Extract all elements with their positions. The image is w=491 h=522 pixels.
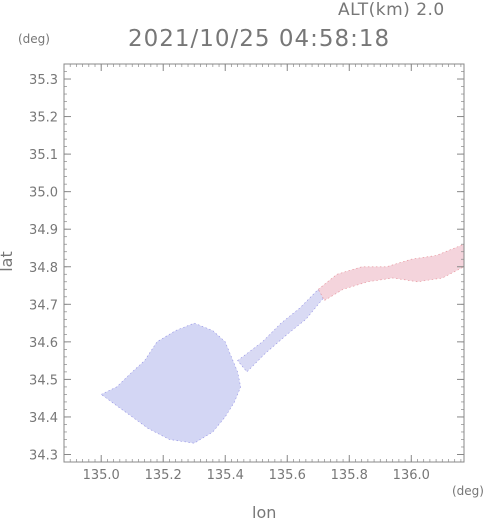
y-tick-label: 34.6: [29, 336, 58, 351]
plot-frame: [63, 63, 465, 463]
y-tick-label: 35.0: [29, 186, 58, 201]
x-tick-label: 135.2: [145, 468, 182, 483]
y-tick-label: 34.5: [29, 373, 58, 388]
timestamp: 2021/10/25 04:58:18: [128, 26, 391, 52]
x-tick-label: 135.0: [83, 468, 120, 483]
lon-unit-label: (deg): [452, 484, 484, 498]
y-tick-label: 34.4: [29, 411, 58, 426]
y-tick-label: 35.3: [29, 73, 58, 88]
y-tick-label: 34.9: [29, 223, 58, 238]
altitude-label: ALT(km) 2.0: [338, 0, 445, 20]
x-tick-label: 135.4: [207, 468, 244, 483]
x-tick-label: 136.0: [393, 468, 430, 483]
y-tick-label: 35.2: [29, 111, 58, 126]
y-tick-label: 34.8: [29, 261, 58, 276]
lat-unit-label: (deg): [18, 32, 50, 46]
x-axis-label: lon: [252, 503, 277, 522]
x-tick-label: 135.8: [331, 468, 368, 483]
y-tick-label: 34.7: [29, 298, 58, 313]
x-tick-label: 135.6: [269, 468, 306, 483]
region-2: [317, 243, 465, 301]
y-tick-label: 34.3: [29, 448, 58, 463]
y-tick-label: 35.1: [29, 148, 58, 163]
region-0: [100, 322, 242, 444]
region-1: [237, 288, 325, 373]
